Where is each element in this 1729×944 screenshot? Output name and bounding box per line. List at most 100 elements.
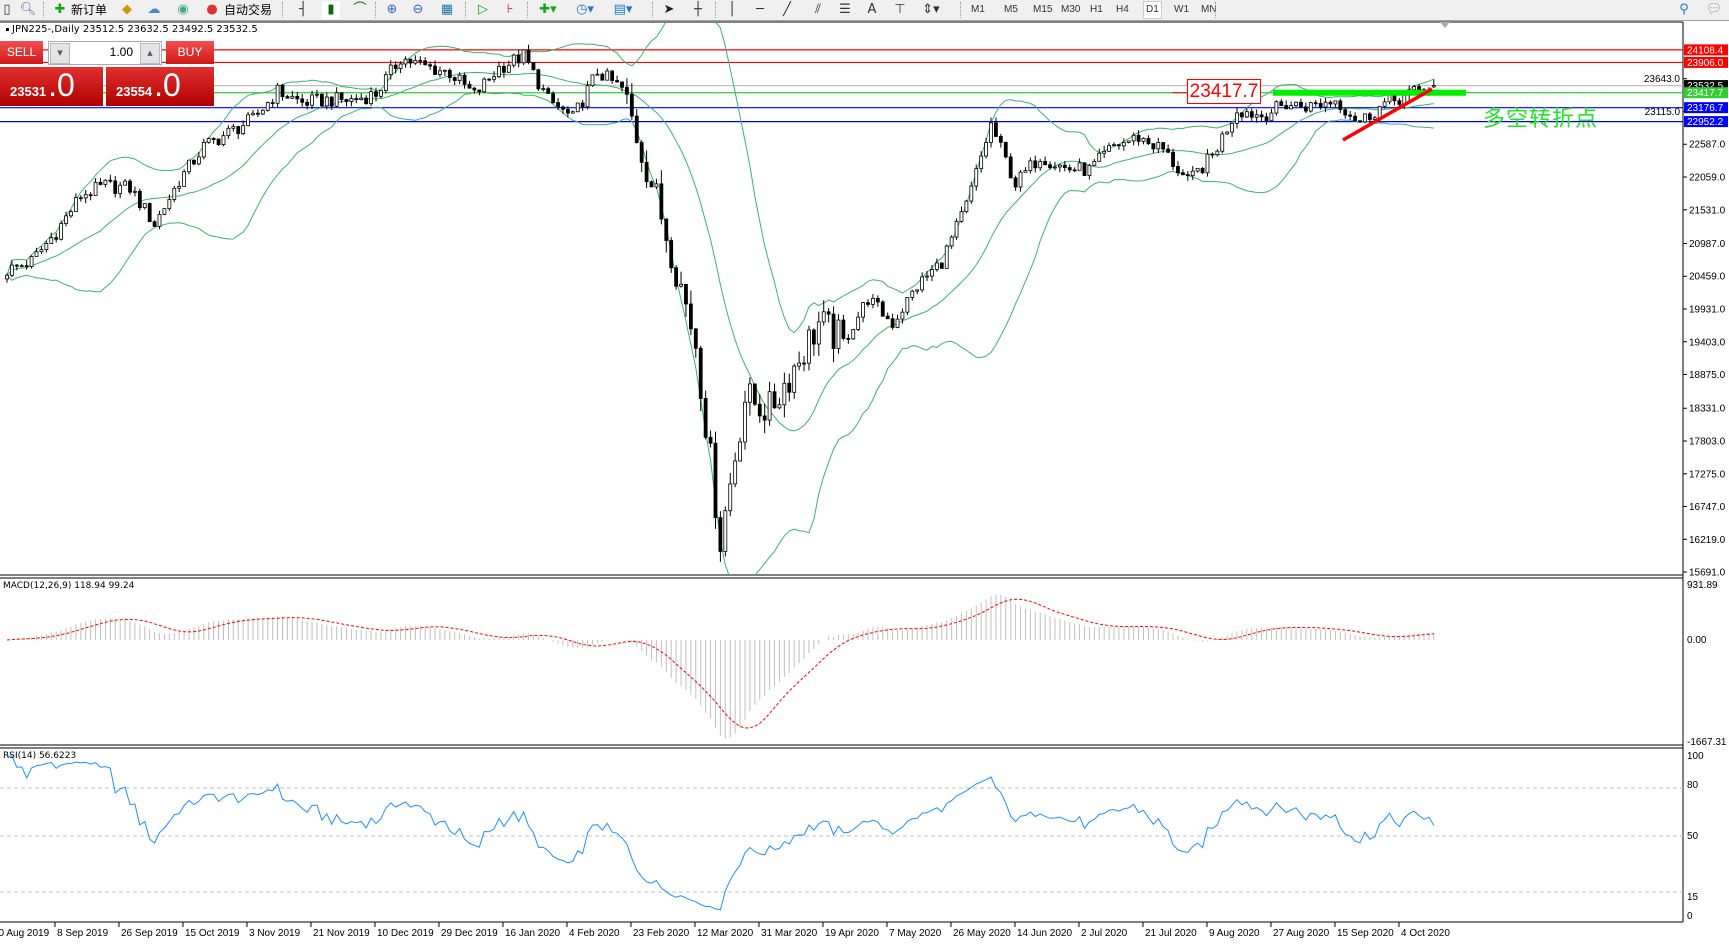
search-icon[interactable]: ⚲ xyxy=(1679,2,1689,17)
candle xyxy=(949,236,954,247)
candle xyxy=(1358,120,1362,123)
new-order-icon[interactable]: ✚ xyxy=(54,2,66,17)
bar-chart-icon[interactable]: ┤ xyxy=(299,2,307,17)
candlestick-icon[interactable]: ▮ xyxy=(322,1,340,19)
price-tick-label: 23115.0 xyxy=(1645,107,1681,118)
profiles-icon[interactable]: 🔍︎ xyxy=(19,2,37,17)
news-icon[interactable]: ☁ xyxy=(147,2,161,17)
signals-icon[interactable]: ◉ xyxy=(177,2,189,17)
cursor-icon[interactable]: ➤ xyxy=(663,2,675,17)
candle xyxy=(615,80,619,83)
arrows-icon[interactable]: ⇕▾ xyxy=(922,2,940,17)
candle xyxy=(723,510,728,552)
timeframe-d1[interactable]: D1 xyxy=(1143,1,1162,19)
candle xyxy=(1303,106,1308,112)
timeframe-m1[interactable]: M1 xyxy=(971,4,985,15)
price-annotation-label[interactable]: 23417.7 xyxy=(1187,79,1261,104)
candle xyxy=(625,86,629,95)
candle xyxy=(669,240,674,269)
candle xyxy=(270,102,275,105)
candle xyxy=(319,93,324,107)
candle xyxy=(925,275,929,278)
candle xyxy=(1043,160,1048,166)
candle xyxy=(280,84,285,98)
candle xyxy=(452,77,457,81)
timeframe-m30[interactable]: M30 xyxy=(1061,4,1081,15)
timeframe-m15[interactable]: M15 xyxy=(1033,4,1053,15)
candle xyxy=(1274,101,1279,114)
indicators-icon[interactable]: ✚▾ xyxy=(539,2,557,17)
candle xyxy=(1279,101,1284,106)
text-icon[interactable]: A xyxy=(867,2,877,17)
equidistant-channel-icon[interactable]: ⫽ xyxy=(815,2,821,17)
timeframe-h4[interactable]: H4 xyxy=(1116,4,1129,15)
candle xyxy=(64,215,68,224)
timeframe-h1[interactable]: H1 xyxy=(1090,4,1103,15)
candle xyxy=(482,78,487,93)
metaeditor-icon[interactable]: ◆ xyxy=(122,2,132,17)
candles xyxy=(5,44,1436,562)
periods-icon[interactable]: ◷▾ xyxy=(576,2,594,17)
candle xyxy=(743,401,747,443)
candle xyxy=(787,382,792,393)
candle xyxy=(137,190,142,209)
date-tick-label: 15 Oct 2019 xyxy=(185,928,240,939)
turning-point-note[interactable]: 多空转折点 xyxy=(1483,107,1599,132)
candle xyxy=(10,264,14,276)
price-line-label: 23532.5 xyxy=(1687,81,1724,92)
buy-price-button[interactable]: 23554 .0 xyxy=(106,67,214,106)
candle xyxy=(1431,85,1436,88)
crosshair-icon[interactable]: ┼ xyxy=(694,2,702,17)
candle xyxy=(1053,166,1057,169)
sell-button[interactable]: SELL xyxy=(0,41,43,64)
chart-shift-icon[interactable]: ⊦ xyxy=(506,2,514,17)
tile-windows-icon[interactable]: ▦ xyxy=(440,2,454,17)
rsi-tick-label: 0 xyxy=(1687,911,1693,922)
candle xyxy=(880,301,885,317)
horizontal-line-icon[interactable]: ─ xyxy=(756,2,764,17)
zoom-out-icon[interactable]: ⊖ xyxy=(412,2,424,17)
candle xyxy=(939,262,944,269)
candle xyxy=(998,136,1003,143)
auto-scroll-icon[interactable]: ▷ xyxy=(478,2,488,17)
price-label-bg xyxy=(1684,102,1728,114)
timeframe-mn[interactable]: MN xyxy=(1201,4,1217,15)
candle xyxy=(206,138,211,143)
candle xyxy=(875,297,880,303)
ask-price-fraction: .0 xyxy=(154,67,181,103)
candle xyxy=(24,265,29,268)
vertical-line-icon[interactable]: │ xyxy=(728,2,736,17)
price-tick-label: 20987.0 xyxy=(1689,239,1726,250)
lot-size-stepper[interactable]: ▼ 1.00 ▲ xyxy=(48,41,162,65)
timeframe-w1[interactable]: W1 xyxy=(1174,4,1189,15)
new-chart-icon[interactable]: ▯ xyxy=(3,2,11,17)
toolbar: ▯ 🔍︎ ✚ 新订单 ◆ ☁ ◉ ● 自动交易 ┤ ▮ ⌒ ⊕ ⊖ ▦ ▷ ⊦ … xyxy=(0,0,1729,21)
candle xyxy=(1254,114,1259,118)
chat-icon[interactable]: 💬︎ xyxy=(1705,2,1723,17)
candle xyxy=(1417,86,1421,90)
candle xyxy=(1338,100,1343,111)
new-order-button[interactable]: 新订单 xyxy=(71,3,108,17)
text-label-icon[interactable]: ⊤ xyxy=(894,2,906,17)
trendline-icon[interactable]: ╱ xyxy=(783,2,791,17)
increase-lots-button[interactable]: ▲ xyxy=(140,43,160,64)
buy-button[interactable]: BUY xyxy=(166,41,214,64)
zoom-in-icon[interactable]: ⊕ xyxy=(386,2,398,17)
candle xyxy=(1244,111,1249,118)
auto-trading-button[interactable]: 自动交易 xyxy=(224,3,273,17)
candle xyxy=(1072,169,1077,172)
candle xyxy=(915,289,920,292)
sell-price-button[interactable]: 23531 .0 xyxy=(0,67,103,106)
line-chart-icon[interactable]: ⌒ xyxy=(353,2,367,17)
decrease-lots-button[interactable]: ▼ xyxy=(50,43,70,64)
date-tick-label: 19 Apr 2020 xyxy=(825,928,879,939)
timeframe-m5[interactable]: M5 xyxy=(1004,4,1018,15)
templates-icon[interactable]: ▤▾ xyxy=(613,2,633,17)
candle xyxy=(1102,150,1107,154)
fibonacci-icon[interactable]: ☰ xyxy=(839,2,851,17)
lot-size-input[interactable]: 1.00 xyxy=(109,45,133,59)
auto-trading-icon[interactable]: ● xyxy=(206,2,218,17)
macd-signal-line xyxy=(6,598,1434,729)
candle xyxy=(802,362,806,365)
